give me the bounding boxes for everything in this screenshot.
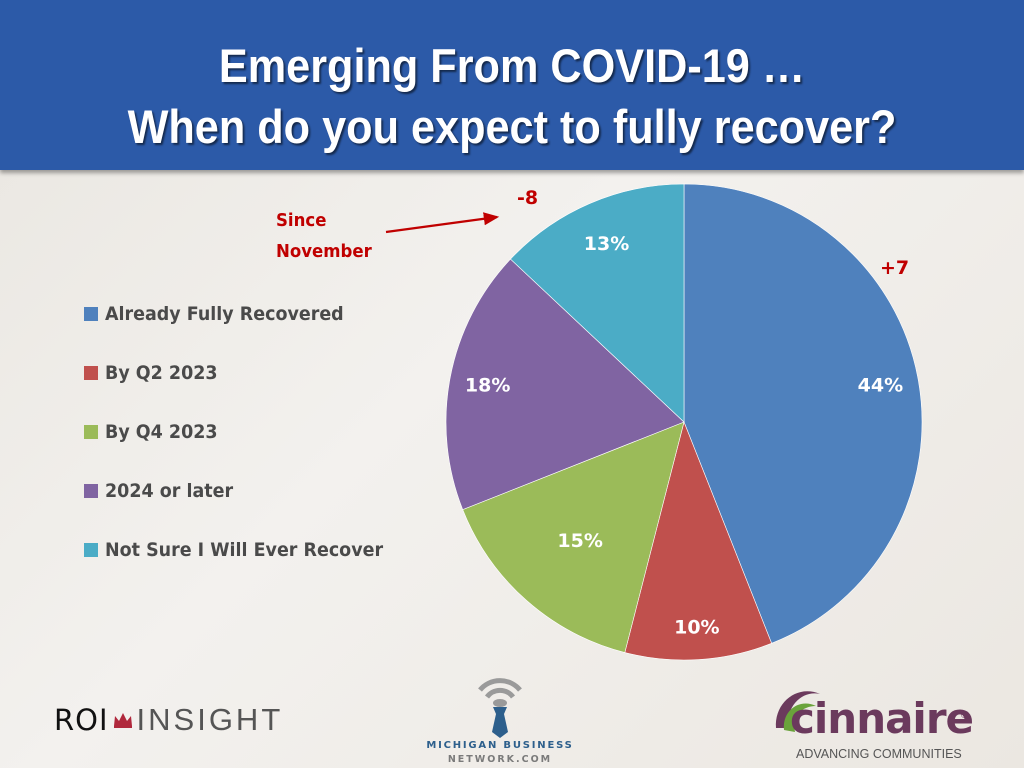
legend-swatch [84,484,98,498]
pie-labels: 44% 10% 15% 18% 13% [465,233,903,638]
legend-label: 2024 or later [105,480,234,502]
pie-data-label: 10% [674,616,719,638]
legend-label: Not Sure I Will Ever Recover [105,539,384,561]
cinnaire-tagline: ADVANCING COMMUNITIES [796,747,962,761]
roi-logo-text: ROI [54,703,109,737]
tie-wifi-icon [478,678,522,738]
annotation-arrow [385,212,500,234]
legend-item: Already Fully Recovered [84,303,364,325]
pie-slices [445,183,923,661]
title-banner: Emerging From COVID-19 … When do you exp… [0,0,1024,170]
pie-slice-by-q4-2023 [462,421,685,653]
mbn-line-2: NETWORK.COM [447,754,553,765]
title-line-1: Emerging From COVID-19 … [218,39,806,92]
since-november-note: Since November [276,205,380,267]
cinnaire-logo: cinnaire ® ADVANCING COMMUNITIES [768,680,988,765]
delta-not-sure: -8 [517,187,539,209]
pie-data-label: 18% [465,375,510,397]
legend-swatch [84,425,98,439]
pie-slice-already-fully-recovered [683,183,923,644]
legend-label: By Q2 2023 [105,362,218,384]
mbn-line-1: MICHIGAN BUSINESS [426,740,574,751]
legend-item: By Q4 2023 [84,421,227,443]
cinnaire-swoosh-icon [775,691,820,732]
pie-data-label: 13% [584,233,629,255]
since-line-1: Since [276,210,327,231]
since-line-2: November [276,241,372,262]
registered-mark: ® [961,710,968,720]
pie-data-label: 44% [858,375,903,397]
title-line-2: When do you expect to fully recover? [127,100,897,153]
delta-recovered: +7 [880,257,910,279]
cinnaire-wordmark: cinnaire [790,694,974,743]
legend-item: By Q2 2023 [84,362,227,384]
pie-data-label: 15% [557,530,602,552]
legend-label: By Q4 2023 [105,421,218,443]
legend-item: Not Sure I Will Ever Recover [84,539,407,561]
legend-swatch [84,366,98,380]
pie-slice-2024-or-later [445,258,685,511]
crown-icon [113,713,132,728]
legend-item: 2024 or later [84,480,244,502]
legend-swatch [84,543,98,557]
legend-swatch [84,307,98,321]
insight-logo-text: INSIGHT [136,702,284,737]
roi-insight-logo: ROI INSIGHT [54,702,283,738]
michigan-business-network-logo: MICHIGAN BUSINESS NETWORK.COM [420,672,580,768]
legend-label: Already Fully Recovered [105,303,344,325]
pie-slice-not-sure-i-will-ever-recover [510,183,685,423]
pie-slice-by-q2-2023 [624,421,773,661]
